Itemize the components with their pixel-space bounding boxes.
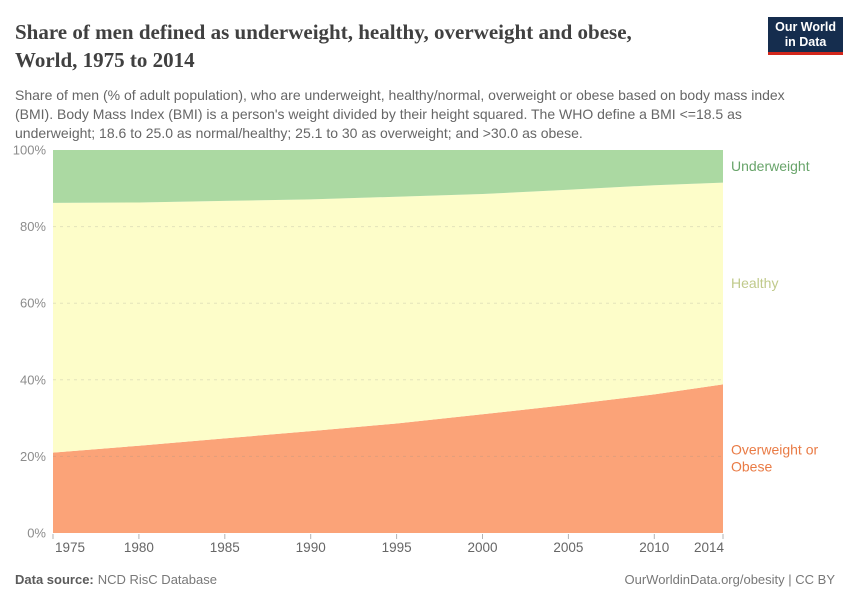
chart-title: Share of men defined as underweight, hea… (15, 18, 835, 74)
chart-header: Share of men defined as underweight, hea… (0, 0, 850, 143)
data-source-label: Data source: (15, 572, 94, 587)
y-axis-tick-label: 40% (20, 372, 46, 387)
area-underweight[interactable] (53, 150, 723, 203)
x-axis-tick-label: 2010 (639, 540, 669, 555)
y-axis-tick-label: 100% (13, 143, 47, 158)
chart-subtitle: Share of men (% of adult population), wh… (15, 87, 785, 141)
x-axis-tick-label: 1975 (55, 540, 85, 555)
y-axis-tick-label: 0% (27, 526, 46, 541)
title-line-2: World, 1975 to 2014 (15, 48, 195, 72)
logo-line-2: in Data (784, 35, 827, 49)
logo-line-1: Our World (775, 20, 836, 34)
x-axis-tick-label: 2014 (694, 540, 725, 555)
series-label-overweight-or-obese: Obese (731, 459, 772, 475)
data-source-value: NCD RisC Database (97, 572, 217, 587)
y-axis-tick-label: 80% (20, 219, 46, 234)
x-axis-tick-label: 1980 (124, 540, 154, 555)
area-healthy[interactable] (53, 182, 723, 453)
owid-logo[interactable]: Our World in Data (768, 17, 843, 55)
x-axis-tick-label: 2005 (553, 540, 583, 555)
series-label-overweight-or-obese: Overweight or (731, 442, 818, 458)
footer-license-link[interactable]: OurWorldinData.org/obesity | CC BY (624, 572, 836, 587)
data-source: Data source: NCD RisC Database (15, 572, 217, 587)
x-axis-tick-label: 2000 (467, 540, 497, 555)
y-axis-tick-label: 60% (20, 296, 46, 311)
x-axis-tick-label: 1990 (296, 540, 326, 555)
x-axis-tick-label: 1985 (210, 540, 240, 555)
x-axis-tick-label: 1995 (382, 540, 412, 555)
y-axis-tick-label: 20% (20, 449, 46, 464)
series-label-underweight: Underweight (731, 158, 810, 174)
series-label-healthy: Healthy (731, 275, 778, 291)
chart-footer: Data source: NCD RisC Database OurWorldin… (15, 572, 835, 587)
area-overweight-or-obese[interactable] (53, 384, 723, 533)
title-line-1: Share of men defined as underweight, hea… (15, 20, 632, 44)
